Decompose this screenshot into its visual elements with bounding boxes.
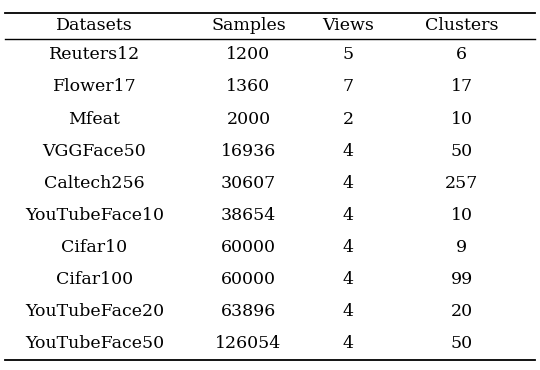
Text: Clusters: Clusters (425, 17, 498, 34)
Text: 60000: 60000 (221, 239, 276, 256)
Text: 257: 257 (445, 175, 478, 192)
Text: 2: 2 (343, 111, 354, 128)
Text: Reuters12: Reuters12 (49, 46, 140, 63)
Text: 63896: 63896 (221, 303, 276, 320)
Text: Samples: Samples (211, 17, 286, 34)
Text: Cifar10: Cifar10 (62, 239, 127, 256)
Text: 50: 50 (451, 335, 472, 352)
Text: Cifar100: Cifar100 (56, 271, 133, 288)
Text: 4: 4 (343, 207, 354, 224)
Text: 4: 4 (343, 142, 354, 159)
Text: Views: Views (322, 17, 374, 34)
Text: 1360: 1360 (226, 78, 271, 95)
Text: 20: 20 (451, 303, 472, 320)
Text: 30607: 30607 (221, 175, 276, 192)
Text: 2000: 2000 (226, 111, 271, 128)
Text: Flower17: Flower17 (52, 78, 137, 95)
Text: 9: 9 (456, 239, 467, 256)
Text: YouTubeFace20: YouTubeFace20 (25, 303, 164, 320)
Text: YouTubeFace10: YouTubeFace10 (25, 207, 164, 224)
Text: VGGFace50: VGGFace50 (43, 142, 146, 159)
Text: 1200: 1200 (226, 46, 271, 63)
Text: 16936: 16936 (221, 142, 276, 159)
Text: 5: 5 (343, 46, 354, 63)
Text: 60000: 60000 (221, 271, 276, 288)
Text: 10: 10 (451, 111, 472, 128)
Text: 10: 10 (451, 207, 472, 224)
Text: 4: 4 (343, 335, 354, 352)
Text: 17: 17 (451, 78, 472, 95)
Text: 4: 4 (343, 303, 354, 320)
Text: 38654: 38654 (221, 207, 276, 224)
Text: Datasets: Datasets (56, 17, 133, 34)
Text: 6: 6 (456, 46, 467, 63)
Text: 126054: 126054 (215, 335, 281, 352)
Text: Caltech256: Caltech256 (44, 175, 145, 192)
Text: 4: 4 (343, 175, 354, 192)
Text: 7: 7 (343, 78, 354, 95)
Text: 99: 99 (450, 271, 473, 288)
Text: 4: 4 (343, 271, 354, 288)
Text: Mfeat: Mfeat (69, 111, 120, 128)
Text: YouTubeFace50: YouTubeFace50 (25, 335, 164, 352)
Text: 50: 50 (451, 142, 472, 159)
Text: 4: 4 (343, 239, 354, 256)
